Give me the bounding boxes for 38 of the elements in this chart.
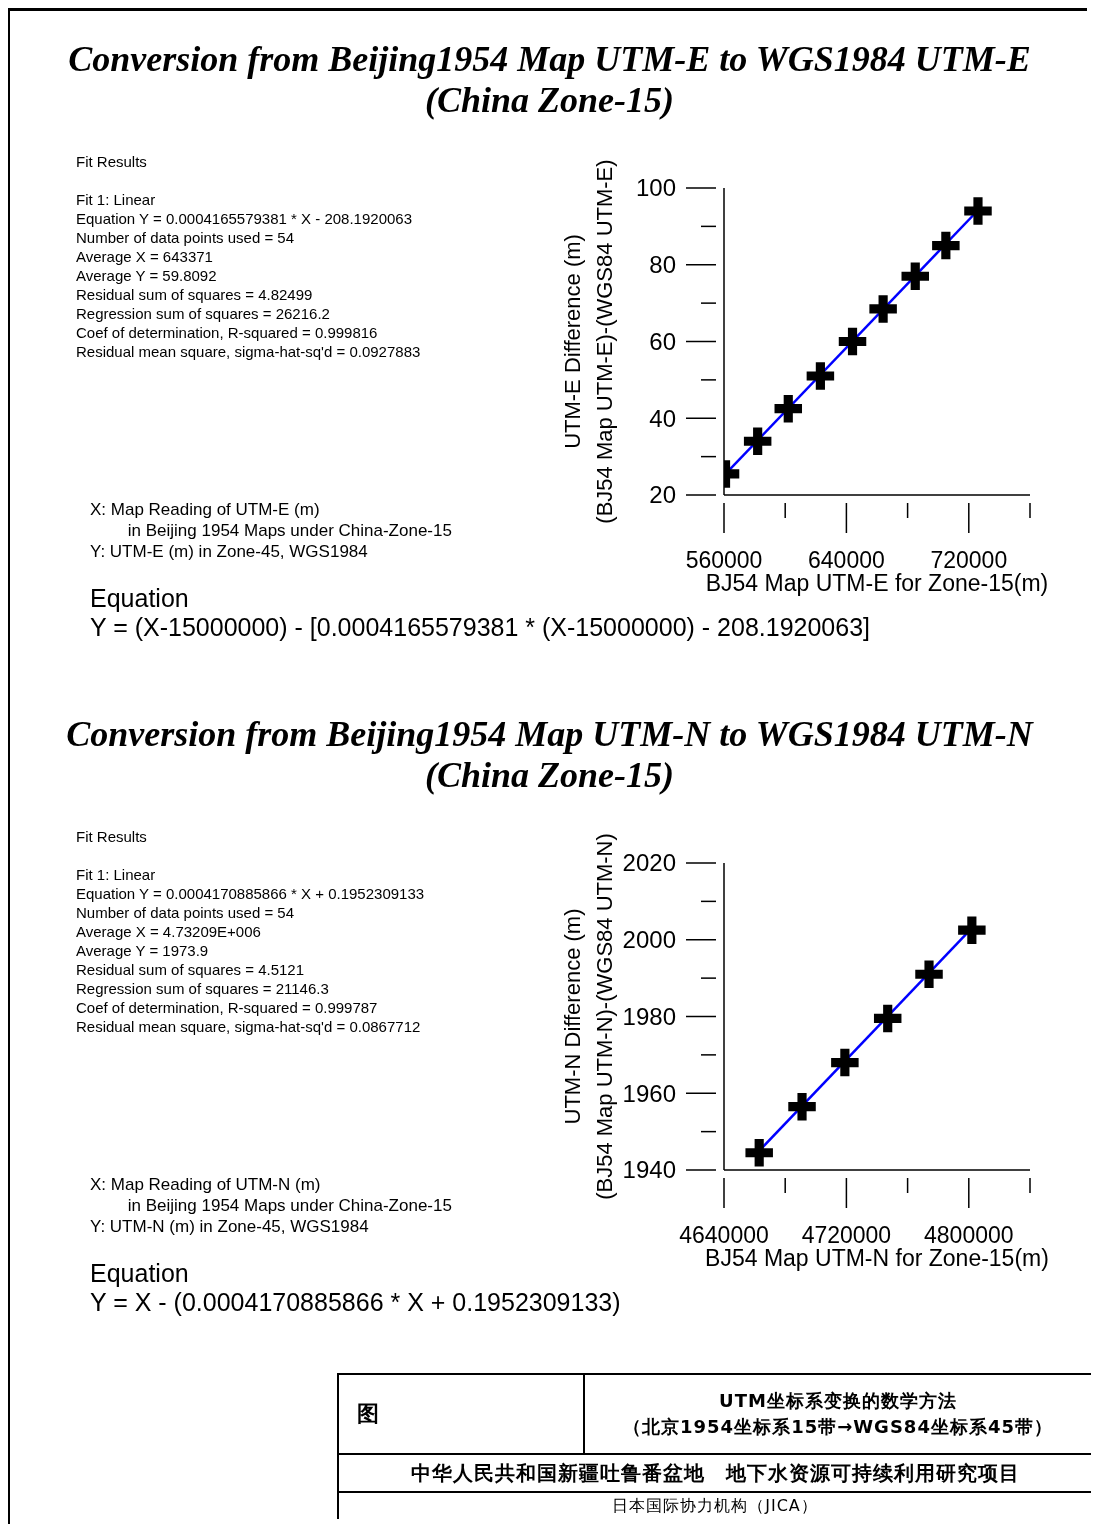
text: 日本国际协力机构（JICA）: [611, 1494, 819, 1517]
y-tick-label: 2000: [622, 926, 676, 954]
point: [788, 1092, 816, 1121]
point: [806, 362, 835, 390]
y-tick-label: 20: [649, 481, 676, 509]
chart-title: Conversion from Beijing1954 Map UTM-E to WGS1984 UTM-E (China Zone-15): [67, 39, 1032, 121]
point: [743, 427, 772, 456]
text: UTM坐标系变换的数学方法: [719, 1389, 957, 1413]
point: [831, 1048, 859, 1077]
point: [838, 327, 867, 356]
y-axis-title: UTM-E Difference (m) (BJ54 Map UTM-E)-(WGS84 UTM-E): [559, 159, 617, 524]
point: [901, 262, 929, 291]
point: [932, 231, 960, 260]
point: [745, 1138, 773, 1167]
point: [873, 1004, 902, 1033]
y-tick-label: 80: [649, 251, 676, 279]
point: [958, 916, 986, 944]
text: （北京1954坐标系15带→WGS84坐标系45带）: [623, 1415, 1053, 1439]
point: [774, 394, 803, 423]
y-tick-label: 60: [649, 327, 676, 355]
text: X: Map Reading of UTM-N (m) in Beijing 1954 Maps under China-Zone-15 Y: UTM-N (m) in Zone-45, WGS1984: [90, 1174, 452, 1237]
text: X: Map Reading of UTM-E (m) in Beijing 1954 Maps under China-Zone-15 Y: UTM-E (m) in Zone-45, WGS1984: [90, 499, 452, 562]
text: 中华人民共和国新疆吐鲁番盆地 地下水资源可持续利用研究项目: [339, 1455, 1091, 1493]
y-axis-title: UTM-N Difference (m) (BJ54 Map UTM-N)-(WGS84 UTM-N): [559, 833, 617, 1200]
y-tick-label: 100: [635, 174, 676, 202]
text: 图: [339, 1375, 585, 1453]
text: Fit Results Fit 1: Linear Equation Y = 0.0004165579381 * X - 208.1920063 Number of data points used = 54 Average X = 643371 Average Y = 59.8092 Residual sum of squares = 4.82499 Regression sum of squares = 26216.2 Coef of determination, R-squared = 0.999816 Residual mean square, sigma-hat-sq'd = 0.0927883: [76, 153, 421, 360]
y-tick-label: 1960: [622, 1079, 676, 1107]
chart-title: Conversion from Beijing1954 Map UTM-N to WGS1984 UTM-N (China Zone-15): [65, 714, 1035, 796]
text: Equation Y = X - (0.0004170885866 * X + 0.1952309133): [90, 1259, 621, 1317]
y-tick-label: 1940: [622, 1156, 676, 1184]
text: Fit Results Fit 1: Linear Equation Y = 0.0004170885866 * X + 0.1952309133 Number of data points used = 54 Average X = 4.73209E+006 Average Y = 1973.9 Residual sum of squares = 4.5121 Regression sum of squares = 21146.3 Coef of determination, R-squared = 0.999787 Residual mean square, sigma-hat-sq'd = 0.0867712: [76, 828, 425, 1035]
point: [964, 197, 992, 225]
point: [915, 960, 943, 989]
y-tick-label: 1980: [622, 1002, 676, 1030]
point: [869, 295, 897, 323]
y-tick-label: 40: [649, 404, 676, 432]
y-tick-label: 2020: [622, 849, 676, 877]
